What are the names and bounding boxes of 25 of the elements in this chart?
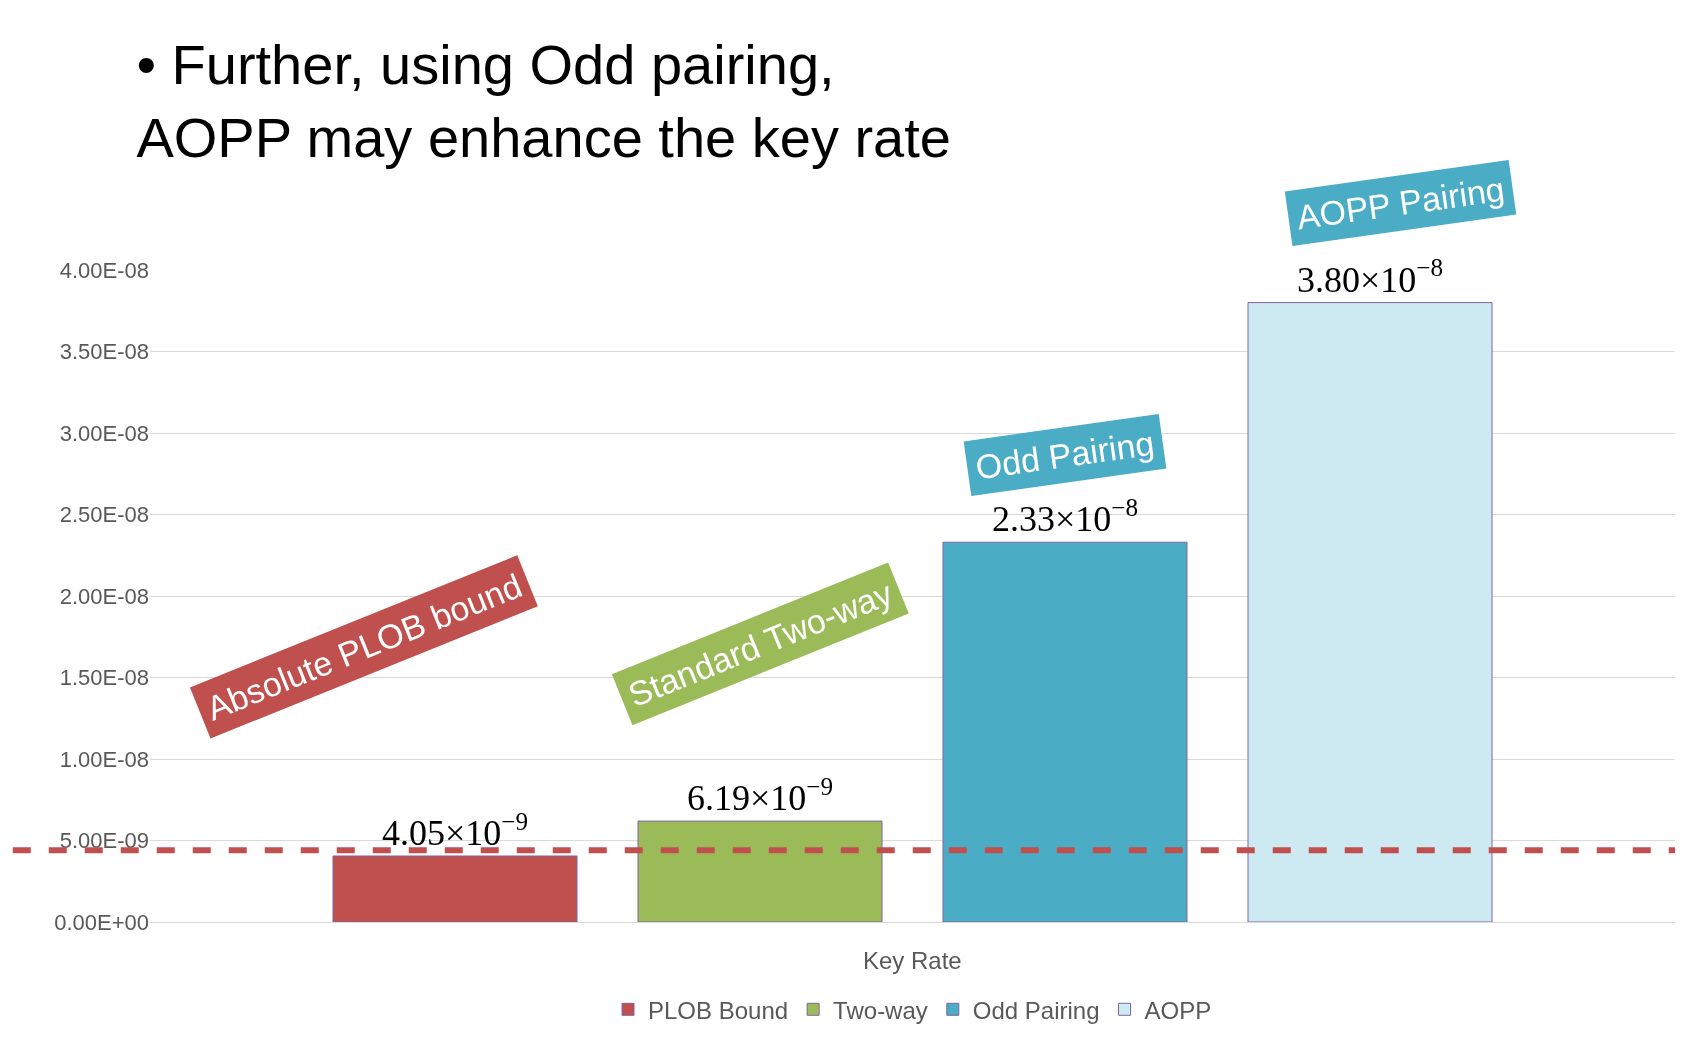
- bar: [1247, 302, 1493, 922]
- legend-label: Odd Pairing: [972, 996, 1100, 1024]
- text: AOPP Pairing: [1294, 169, 1507, 237]
- data-label: 6.19×10$^{−9}$: [686, 772, 834, 819]
- y-tick-label: 2.00E-08: [59, 583, 149, 609]
- y-tick-label: 5.00E-09: [59, 828, 149, 854]
- data-label: 2.33×10$^{−8}$: [991, 494, 1139, 540]
- chart-title: • Further, using Odd pairing, AOPP may enhance the key rate: [136, 33, 951, 169]
- y-tick-label: 1.00E-08: [59, 746, 149, 772]
- data-label: 4.05×10$^{−9}$: [381, 807, 529, 853]
- legend-label: PLOB Bound: [648, 996, 789, 1024]
- legend-label: AOPP: [1144, 996, 1212, 1024]
- data-label: 3.80×10$^{−8}$: [1296, 254, 1444, 300]
- x-tick-label: Key Rate: [863, 947, 962, 974]
- legend-label: Two-way: [833, 996, 928, 1024]
- bar: [942, 541, 1188, 922]
- y-tick-label: 1.50E-08: [59, 665, 149, 691]
- y-tick-label: 4.00E-08: [59, 257, 149, 283]
- bar: [332, 855, 578, 922]
- y-tick-label: 3.50E-08: [59, 339, 149, 365]
- y-tick-label: 2.50E-08: [59, 502, 149, 528]
- y-tick-label: 0.00E+00: [54, 909, 149, 935]
- bar: [637, 820, 883, 922]
- annotation: Odd Pairing: [973, 423, 1157, 487]
- y-tick-label: 3.00E-08: [59, 420, 149, 446]
